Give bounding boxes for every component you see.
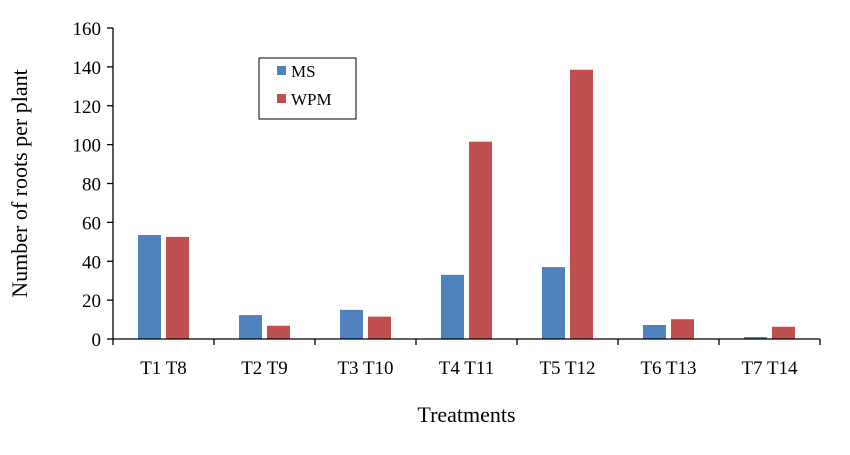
x-tick-label: T6 T13 bbox=[640, 358, 696, 379]
bar-ms-t2-t9 bbox=[239, 315, 262, 339]
bar-wpm-t7-t14 bbox=[772, 326, 795, 339]
bar-wpm-t6-t13 bbox=[671, 319, 694, 339]
bar-wpm-t1-t8 bbox=[166, 236, 189, 339]
legend-label-wpm: WPM bbox=[291, 90, 332, 109]
legend-box bbox=[258, 57, 357, 120]
x-tick-label: T3 T10 bbox=[337, 358, 393, 379]
y-tick-label: 80 bbox=[82, 175, 101, 196]
y-tick-label: 40 bbox=[82, 252, 101, 273]
legend-swatch-ms bbox=[277, 66, 286, 75]
y-tick-label: 60 bbox=[82, 213, 101, 234]
bars-group bbox=[138, 69, 795, 340]
bar-ms-t7-t14 bbox=[744, 337, 767, 339]
y-axis-ticks: 0 20 40 60 80 100 120 140 160 bbox=[73, 19, 113, 351]
x-tick-label: T4 T11 bbox=[439, 358, 494, 379]
bar-ms-t3-t10 bbox=[340, 309, 363, 339]
bar-wpm-t4-t11 bbox=[469, 141, 492, 339]
y-tick-label: 100 bbox=[73, 136, 102, 157]
bar-ms-t1-t8 bbox=[138, 235, 161, 339]
y-tick-label: 160 bbox=[73, 19, 102, 40]
legend: MS WPM bbox=[258, 57, 357, 120]
bar-ms-t6-t13 bbox=[643, 325, 666, 339]
x-tick-label: T2 T9 bbox=[241, 358, 288, 379]
y-tick-label: 0 bbox=[92, 330, 102, 351]
x-axis-ticks: T1 T8 T2 T9 T3 T10 T4 T11 T5 T12 T6 T13 T7 T14 bbox=[112, 339, 821, 379]
y-tick-label: 20 bbox=[82, 291, 101, 312]
x-tick-label: T7 T14 bbox=[741, 358, 798, 379]
y-tick-label: 140 bbox=[73, 58, 102, 79]
bar-ms-t4-t11 bbox=[441, 274, 464, 339]
x-tick-label: T5 T12 bbox=[539, 358, 595, 379]
y-tick-label: 120 bbox=[73, 97, 102, 118]
x-tick-label: T1 T8 bbox=[140, 358, 187, 379]
bar-ms-t5-t12 bbox=[542, 267, 565, 339]
x-axis-title: Treatments bbox=[417, 402, 515, 427]
bar-wpm-t3-t10 bbox=[368, 316, 391, 339]
legend-swatch-wpm bbox=[277, 94, 286, 103]
bar-wpm-t2-t9 bbox=[267, 325, 290, 339]
legend-label-ms: MS bbox=[291, 62, 316, 81]
y-axis-title: Number of roots per plant bbox=[7, 69, 32, 298]
bar-wpm-t5-t12 bbox=[570, 69, 593, 340]
